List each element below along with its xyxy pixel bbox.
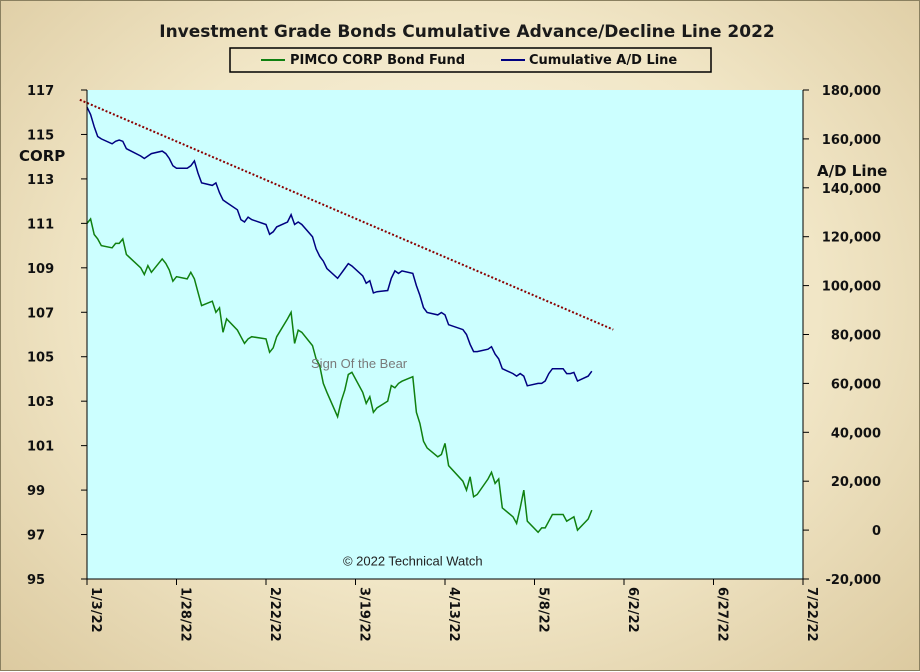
right-tick-label: 140,000 [822, 182, 881, 197]
series-line-pimco [86, 217, 593, 534]
left-tick-label: 95 [27, 573, 45, 588]
right-axis: -20,000 0 20,000 40,000 60,000 80,000 100,000 1… [803, 84, 881, 588]
left-tick-label: 115 [27, 128, 54, 143]
legend-label-pimco: PIMCO CORP Bond Fund [290, 53, 465, 68]
right-tick-label: -20,000 [825, 573, 881, 588]
x-tick-label: 6/27/22 [715, 587, 730, 642]
left-axis-title: CORP [19, 147, 65, 165]
left-axis: 95 97 99 101 103 105 107 109 111 113 115 117 [27, 84, 87, 588]
right-tick-label: 80,000 [831, 329, 881, 344]
legend-label-ad-line: Cumulative A/D Line [529, 53, 677, 68]
right-tick-label: 0 [872, 524, 881, 539]
right-tick-label: 20,000 [831, 475, 881, 490]
x-tick-label: 4/13/22 [446, 587, 461, 642]
plot-area [87, 90, 803, 579]
right-tick-label: 180,000 [822, 84, 881, 99]
copyright-text: © 2022 Technical Watch [343, 554, 483, 569]
right-tick-label: 120,000 [822, 231, 881, 246]
left-tick-label: 113 [27, 173, 54, 188]
annotation-sign-of-the-bear: Sign Of the Bear [311, 356, 408, 371]
right-tick-label: 40,000 [831, 426, 881, 441]
left-tick-label: 101 [27, 440, 54, 455]
left-tick-label: 105 [27, 351, 54, 366]
chart-title: Investment Grade Bonds Cumulative Advanc… [159, 22, 774, 42]
right-axis-title: A/D Line [817, 162, 887, 180]
x-axis: 1/3/22 1/28/22 2/22/22 3/19/22 4/13/22 5/8/22… [86, 579, 819, 642]
left-tick-label: 117 [27, 84, 54, 99]
left-tick-label: 103 [27, 395, 54, 410]
x-tick-label: 5/8/22 [536, 587, 551, 633]
left-tick-label: 111 [27, 217, 54, 232]
trendline [79, 98, 614, 331]
right-tick-label: 160,000 [822, 133, 881, 148]
legend: PIMCO CORP Bond Fund Cumulative A/D Line [229, 47, 712, 73]
series-line-ad-line [86, 106, 593, 387]
x-tick-label: 1/3/22 [88, 587, 103, 633]
left-tick-label: 109 [27, 262, 54, 277]
x-tick-label: 1/28/22 [178, 587, 193, 642]
left-tick-label: 97 [27, 529, 45, 544]
x-tick-label: 7/22/22 [804, 587, 819, 642]
x-tick-label: 6/2/22 [625, 587, 640, 633]
right-tick-label: 100,000 [822, 280, 881, 295]
right-tick-label: 60,000 [831, 377, 881, 392]
left-tick-label: 107 [27, 306, 54, 321]
x-tick-label: 3/19/22 [357, 587, 372, 642]
legend-box [229, 47, 712, 73]
left-tick-label: 99 [27, 484, 45, 499]
x-tick-label: 2/22/22 [267, 587, 282, 642]
